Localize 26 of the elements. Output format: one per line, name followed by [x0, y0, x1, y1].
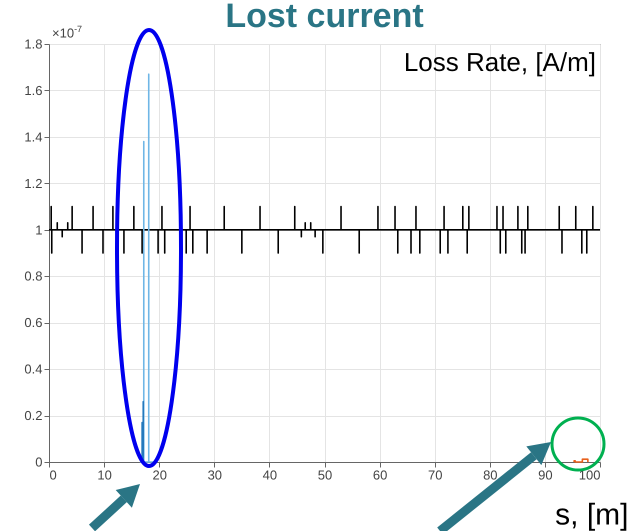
y-tick-label: 0.8 [24, 268, 42, 284]
y-tick-label: 0.2 [24, 408, 42, 424]
x-tick-label: 0 [50, 468, 57, 482]
x-axis-title: s, [m] [555, 498, 628, 531]
chart-title: Lost current [225, 0, 424, 35]
y-tick-label: 0 [35, 454, 42, 470]
x-tick-label: 80 [483, 468, 498, 482]
x-tick-label: 20 [152, 468, 167, 482]
x-tick-label: 100 [578, 468, 600, 482]
line-series [48, 206, 601, 254]
x-tick-label: 90 [538, 468, 553, 482]
y-tick-label: 0.6 [24, 315, 42, 330]
y-tick-label: 1.6 [24, 82, 42, 98]
y-axis-title: Loss Rate, [A/m] [404, 47, 596, 77]
y-tick-label: 1.8 [24, 36, 42, 52]
y-tick-label: 0.4 [24, 362, 42, 377]
y-tick-label: 1 [35, 222, 42, 238]
x-tick-label: 50 [318, 468, 332, 482]
x-tick-label: 40 [262, 468, 278, 482]
x-tick-label: 30 [208, 468, 222, 482]
y-tick-label: 1.4 [24, 129, 42, 144]
x-tick-label: 60 [372, 468, 388, 482]
text: ×10$^{-7}$ [52, 24, 82, 40]
x-tick-label: 70 [428, 468, 442, 482]
y-tick-label: 1.2 [24, 176, 42, 191]
x-tick-label: 10 [97, 468, 112, 482]
